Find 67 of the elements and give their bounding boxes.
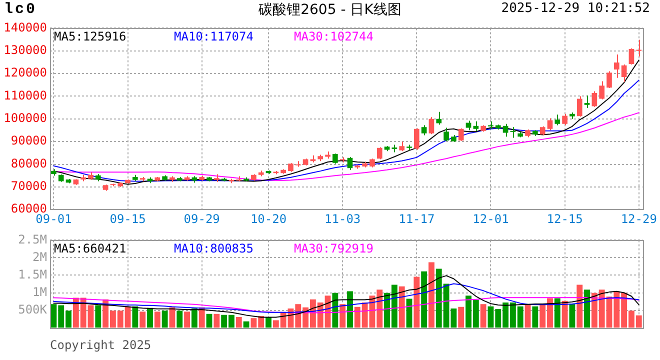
x-tick-label: 10-20 <box>250 212 287 226</box>
candlestick <box>318 154 324 162</box>
candlestick <box>354 164 360 170</box>
bar <box>95 305 102 328</box>
candlestick <box>636 39 642 58</box>
chart-title: 碳酸锂2605 - 日K线图 <box>258 2 402 18</box>
text: lc0 <box>4 1 38 18</box>
x-tick-label: 09-29 <box>184 212 220 226</box>
text: MA30:792919 <box>294 241 374 256</box>
bar <box>147 308 153 328</box>
text: Copyright 2025 <box>49 338 152 354</box>
bar <box>576 284 583 328</box>
bar <box>532 306 538 328</box>
bar <box>554 298 560 328</box>
text: MA5:660421 <box>54 241 126 256</box>
bar <box>347 291 353 328</box>
bar <box>332 292 338 328</box>
bar <box>428 262 434 328</box>
y-tick-label: 80000 <box>10 156 47 170</box>
bar <box>480 304 486 328</box>
y-tick-label: 500K <box>18 302 48 316</box>
bar <box>236 317 242 328</box>
candlestick <box>406 144 412 151</box>
bar <box>421 271 428 328</box>
x-tick-label: 12-15 <box>546 212 583 226</box>
y-tick-label: 1M <box>32 284 47 299</box>
bar <box>458 306 464 328</box>
bar <box>569 304 576 328</box>
text: MA10:117074 <box>174 29 254 44</box>
x-tick-label: 12-29 <box>620 212 657 226</box>
y-tick-label: 110000 <box>4 88 47 102</box>
y-tick-label: 2M <box>32 250 47 264</box>
bar <box>398 286 405 328</box>
x-tick-label: 11-17 <box>398 212 435 226</box>
bar <box>191 308 198 328</box>
text: MA10:800835 <box>174 241 254 256</box>
text: 2025-12-29 10:21:52 <box>501 1 650 16</box>
bar <box>243 321 250 328</box>
bar <box>184 312 190 328</box>
y-tick-label: 1.5M <box>18 267 47 282</box>
bar <box>562 300 568 328</box>
y-tick-label: 90000 <box>10 134 47 148</box>
y-tick-label: 120000 <box>4 66 47 80</box>
candlestick <box>214 174 220 182</box>
y-tick-label: 2.5M <box>18 232 47 246</box>
x-tick-label: 12-01 <box>472 212 509 226</box>
bar <box>132 306 138 328</box>
bar <box>584 290 590 328</box>
bar <box>154 312 160 328</box>
bar <box>176 310 183 328</box>
x-tick-label: 09-15 <box>110 212 146 226</box>
bar <box>162 310 168 328</box>
bar <box>140 312 146 328</box>
x-tick-label: 09-01 <box>36 212 72 226</box>
candlestick <box>488 120 494 130</box>
y-tick-label: 130000 <box>4 43 47 57</box>
candlestick <box>325 151 330 160</box>
text: MA5:125916 <box>54 29 126 44</box>
y-tick-label: 70000 <box>10 179 47 194</box>
bar <box>206 314 212 328</box>
y-tick-label: 140000 <box>4 20 47 34</box>
x-tick-label: 11-03 <box>324 212 361 226</box>
bar <box>414 276 420 328</box>
y-tick-label: 100000 <box>4 111 47 126</box>
bar <box>214 314 220 328</box>
candlestick <box>495 124 501 130</box>
text: MA30:102744 <box>294 29 374 44</box>
